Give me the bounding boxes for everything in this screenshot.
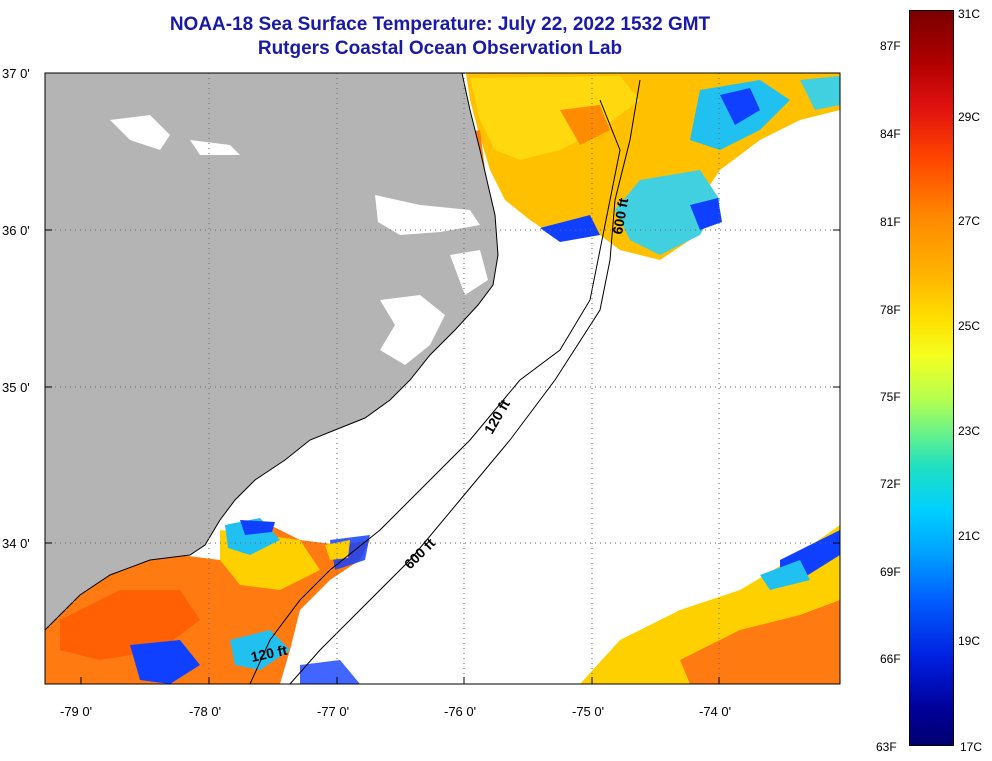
coastline (45, 73, 499, 631)
colorbar-c-19: 19C (958, 634, 981, 648)
colorbar-f-63: 63F (876, 740, 897, 754)
lon-label-79: -79 0' (60, 704, 93, 719)
sst-northeast (466, 73, 840, 260)
colorbar-f-69: 69F (880, 565, 901, 579)
lon-label-76: -76 0' (444, 704, 477, 719)
lat-label-37: 37 0' (2, 66, 30, 81)
colorbar-c-21: 21C (958, 529, 981, 543)
colorbar-f-81: 81F (880, 215, 901, 229)
map-frame (44, 72, 841, 685)
title-line-1: NOAA-18 Sea Surface Temperature: July 22… (169, 14, 711, 35)
isobath-600ft (289, 79, 641, 684)
colorbar-c-23: 23C (958, 424, 981, 438)
colorbar-f-78: 78F (880, 303, 901, 317)
lat-label-36: 36 0' (2, 223, 30, 238)
colorbar-c-17: 17C (960, 740, 983, 754)
colorbar-f-84: 84F (880, 127, 901, 141)
lon-label-78: -78 0' (189, 704, 222, 719)
isobath-120ft (249, 99, 621, 684)
title-line-2: Rutgers Coastal Ocean Observation Lab (257, 38, 623, 59)
isobath-label-600ft-north: 600 ft (609, 196, 631, 235)
colorbar-c-29: 29C (958, 110, 981, 124)
grid (45, 73, 840, 684)
lat-label-34: 34 0' (2, 536, 30, 551)
isobath-label-120ft-south: 120 ft (249, 642, 288, 665)
lat-label-35: 35 0' (2, 380, 30, 395)
temperature-colorbar (909, 10, 954, 746)
sst-southeast (580, 525, 840, 684)
colorbar-f-87: 87F (880, 39, 901, 53)
inland-waters (110, 115, 488, 365)
colorbar-c-31: 31C (958, 7, 981, 21)
colorbar-c-27: 27C (958, 214, 981, 228)
sst-southwest (45, 518, 370, 684)
colorbar-f-75: 75F (880, 390, 901, 404)
colorbar-c-25: 25C (958, 319, 981, 333)
lon-label-74: -74 0' (699, 704, 732, 719)
colorbar-f-72: 72F (880, 477, 901, 491)
colorbar-f-66: 66F (880, 652, 901, 666)
lon-label-75: -75 0' (572, 704, 605, 719)
tick-marks (45, 72, 840, 684)
lon-label-77: -77 0' (317, 704, 350, 719)
